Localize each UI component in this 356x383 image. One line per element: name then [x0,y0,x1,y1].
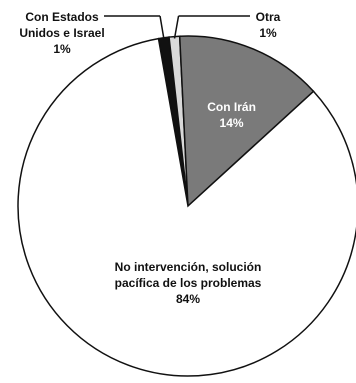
leader-line [173,15,180,39]
pie-labels: Con Estados Unidos e Israel 1% Otra 1% Con Ir… [19,10,280,306]
slice-label: Con Irán [207,100,256,114]
leader-line [159,15,165,40]
slice-label: pacífica de los problemas [115,276,262,290]
pie-slices [17,35,356,377]
slice-label: Otra [256,10,281,24]
slice-label: 1% [259,26,277,40]
pie-slice [178,35,315,208]
slice-label: 84% [176,292,200,306]
slice-label: 14% [220,116,244,130]
pie-slice [17,37,356,377]
slice-label: Unidos e Israel [19,26,104,40]
slice-label: 1% [53,42,71,56]
slice-label: Con Estados [25,10,99,24]
slice-label: No intervención, solución [115,260,262,274]
